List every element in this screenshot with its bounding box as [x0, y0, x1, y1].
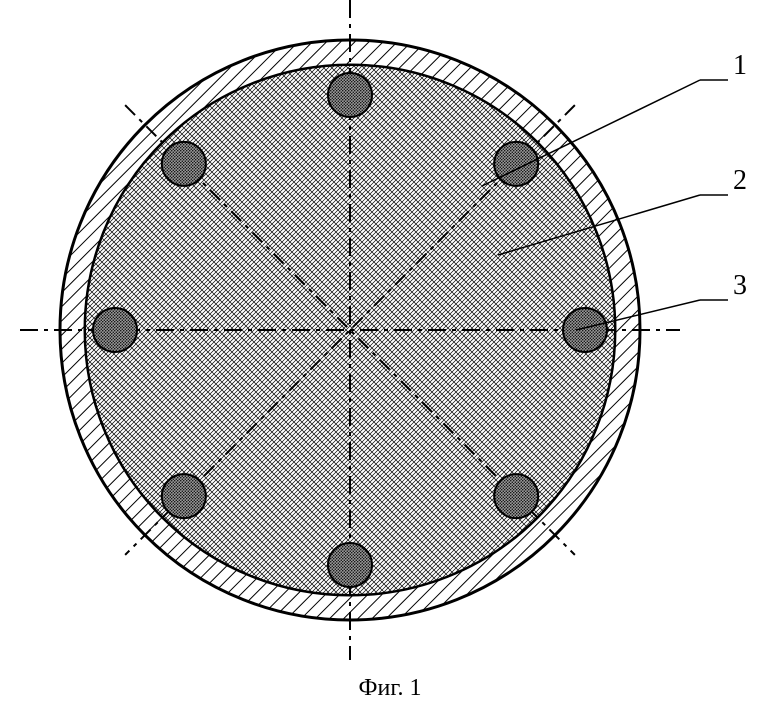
rebar-dot [162, 474, 206, 518]
callout-label-3: 3 [733, 270, 747, 301]
rebar-dot [563, 308, 607, 352]
rebar-dot [328, 73, 372, 117]
figure-caption: Фиг. 1 [0, 675, 780, 702]
callout-label-1: 1 [733, 50, 747, 81]
cross-section-diagram: 1 2 3 [0, 0, 780, 720]
rebar-dot [328, 543, 372, 587]
rebar-dot [162, 142, 206, 186]
rebar-dot [494, 142, 538, 186]
rebar-dot [93, 308, 137, 352]
callout-label-2: 2 [733, 165, 747, 196]
rebar-dot [494, 474, 538, 518]
figure-stage: 1 2 3 Фиг. 1 [0, 0, 780, 720]
